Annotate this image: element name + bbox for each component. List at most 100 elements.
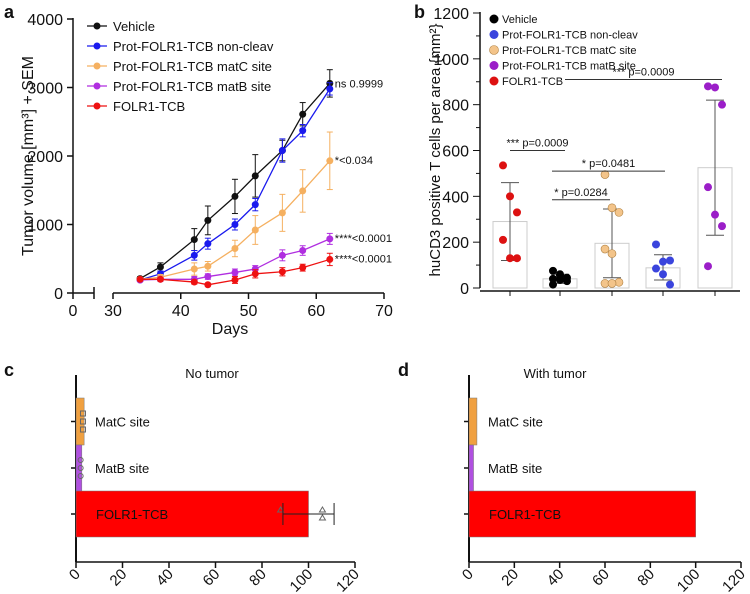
data-point: [204, 281, 212, 289]
data-point: [251, 201, 259, 209]
significance-annotation: ****<0.0001: [335, 253, 392, 265]
bar-matb-site: [468, 444, 474, 492]
data-point: [652, 264, 660, 273]
category-label: FOLR1-TCB: [489, 507, 561, 522]
x-tick-label: 120: [719, 566, 749, 594]
x-tick-label: 80: [246, 566, 270, 590]
x-tick-label: 40: [172, 303, 190, 320]
data-point: [326, 85, 334, 93]
data-point: [704, 262, 712, 271]
data-point: [614, 277, 624, 287]
y-tick-label: 1000: [433, 52, 469, 69]
data-point: [549, 274, 557, 283]
x-tick-label: 60: [200, 566, 224, 590]
comparison-label: * p=0.0284: [554, 187, 608, 199]
data-point: [231, 268, 239, 276]
legend-marker: [93, 82, 101, 90]
x-tick-label: 100: [674, 566, 704, 594]
data-point: [563, 277, 571, 286]
y-axis-label: Tumor volume [mm³] + SEM: [20, 56, 37, 256]
x-tick-label: 100: [287, 566, 317, 594]
data-point: [299, 110, 307, 118]
data-point: [614, 208, 624, 217]
data-point: [652, 240, 660, 249]
category-label: MatB site: [95, 461, 149, 476]
data-point: [299, 187, 307, 195]
data-point-square: [79, 426, 86, 433]
bar-folr1-tcb: [75, 490, 309, 538]
comparison-label: *** p=0.0009: [506, 138, 568, 150]
data-point: [711, 210, 719, 219]
data-point-triangle: [276, 506, 285, 513]
data-point: [659, 257, 667, 266]
legend-marker: [489, 30, 499, 39]
y-tick-label: 2000: [27, 149, 63, 166]
legend-marker: [489, 14, 499, 24]
data-point: [204, 240, 212, 248]
data-point: [506, 254, 514, 263]
data-point: [299, 247, 307, 255]
x-tick-label: 20: [498, 566, 522, 590]
y-tick-label: 400: [442, 189, 469, 206]
comparison-label: * p=0.0481: [582, 158, 636, 170]
y-tick-label: 0: [460, 281, 469, 298]
data-point-circle: [77, 473, 84, 479]
data-point: [231, 244, 239, 252]
data-point: [326, 157, 334, 165]
data-point: [251, 226, 259, 234]
data-point: [204, 273, 212, 281]
significance-annotation: *<0.034: [335, 155, 373, 167]
panel-label-c: c: [4, 360, 14, 380]
data-point: [299, 127, 307, 135]
data-point: [278, 209, 286, 217]
data-point: [231, 192, 239, 200]
data-point: [607, 249, 617, 258]
data-point: [704, 82, 712, 91]
y-tick-label: 4000: [27, 12, 63, 29]
data-point: [659, 270, 667, 279]
data-point: [278, 147, 286, 155]
legend-label: Prot-FOLR1-TCB matC site: [502, 45, 636, 57]
bar-folr1-tcb: [468, 490, 696, 538]
data-point: [718, 100, 726, 109]
data-point: [666, 280, 674, 289]
data-point: [326, 235, 334, 243]
x-tick-label: 0: [459, 566, 477, 584]
legend-marker: [489, 45, 499, 55]
data-point: [190, 236, 198, 244]
data-point: [204, 262, 212, 270]
y-tick-label: 1200: [433, 6, 469, 23]
legend-label: Prot-FOLR1-TCB matC site: [113, 59, 272, 74]
data-point: [607, 203, 617, 213]
data-point: [231, 276, 239, 284]
data-point-circle: [77, 457, 84, 463]
legend-marker: [93, 22, 101, 30]
data-point: [231, 221, 239, 228]
data-point: [499, 235, 507, 244]
y-tick-label: 0: [54, 286, 63, 303]
y-tick-label: 200: [442, 235, 469, 252]
x-tick-label: 60: [307, 303, 325, 320]
data-point: [499, 161, 507, 170]
data-point: [156, 275, 164, 283]
data-point: [251, 270, 259, 278]
data-point: [299, 264, 307, 272]
legend-label: FOLR1-TCB: [113, 99, 185, 114]
data-point-circle: [77, 465, 84, 471]
data-point: [556, 275, 564, 284]
panel-label-b: b: [414, 2, 425, 22]
data-point: [326, 255, 334, 263]
category-label: MatC site: [95, 415, 150, 430]
legend-marker: [93, 102, 101, 110]
data-point: [549, 280, 557, 289]
data-point-triangle: [318, 514, 327, 521]
x-tick-label: 80: [634, 566, 658, 590]
y-tick-label: 600: [442, 144, 469, 161]
x-tick-label: 0: [69, 303, 78, 320]
legend-marker: [93, 42, 101, 50]
legend-label: Prot-FOLR1-TCB non-cleav: [113, 39, 274, 54]
legend-label: FOLR1-TCB: [502, 76, 563, 88]
legend-label: Vehicle: [502, 14, 537, 26]
